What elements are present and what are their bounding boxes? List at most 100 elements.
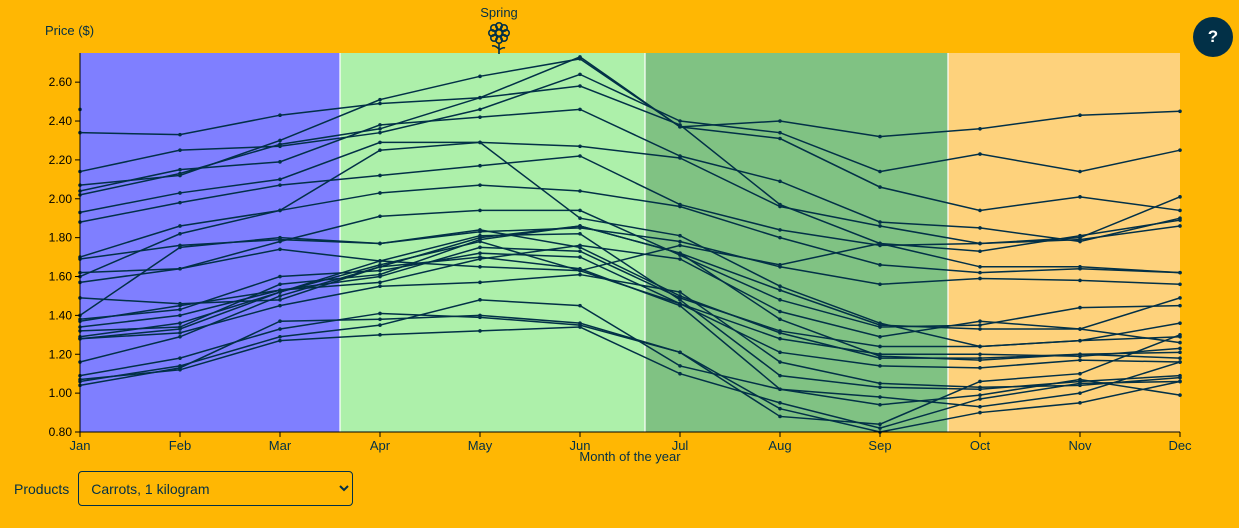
data-point[interactable] <box>678 123 682 127</box>
data-point[interactable] <box>178 313 182 318</box>
data-point[interactable] <box>278 319 282 324</box>
data-point[interactable] <box>878 220 882 224</box>
data-point[interactable] <box>578 266 582 271</box>
data-point[interactable] <box>778 336 782 341</box>
data-point[interactable] <box>578 325 582 329</box>
data-point[interactable] <box>278 138 282 143</box>
data-point[interactable] <box>478 183 482 187</box>
data-point[interactable] <box>878 224 882 228</box>
data-point[interactable] <box>278 208 282 213</box>
data-point[interactable] <box>378 148 382 152</box>
series-line[interactable] <box>79 242 1181 284</box>
data-point[interactable] <box>378 97 382 102</box>
data-point[interactable] <box>878 385 882 390</box>
data-point[interactable] <box>578 107 582 112</box>
data-point[interactable] <box>278 298 282 302</box>
data-point[interactable] <box>1178 195 1182 199</box>
data-point[interactable] <box>1078 195 1082 199</box>
data-point[interactable] <box>478 245 482 250</box>
data-point[interactable] <box>378 280 382 285</box>
data-point[interactable] <box>1178 148 1182 152</box>
data-point[interactable] <box>778 204 782 209</box>
data-point[interactable] <box>278 142 282 147</box>
series-line[interactable] <box>79 273 1181 389</box>
data-point[interactable] <box>578 84 582 88</box>
series-line[interactable] <box>79 314 1181 425</box>
data-point[interactable] <box>178 356 182 360</box>
series-line[interactable] <box>79 252 1181 357</box>
data-point[interactable] <box>978 397 982 401</box>
data-point[interactable] <box>1078 391 1082 395</box>
data-point[interactable] <box>778 360 782 364</box>
data-point[interactable] <box>278 282 282 287</box>
data-point[interactable] <box>1078 278 1082 283</box>
data-point[interactable] <box>578 208 582 213</box>
data-point[interactable] <box>978 127 982 131</box>
data-point[interactable] <box>978 226 982 230</box>
data-point[interactable] <box>378 101 382 106</box>
data-point[interactable] <box>578 243 582 248</box>
data-point[interactable] <box>878 185 882 189</box>
data-point[interactable] <box>878 263 882 267</box>
data-point[interactable] <box>778 414 782 419</box>
data-point[interactable] <box>978 379 982 384</box>
data-point[interactable] <box>778 350 782 355</box>
data-point[interactable] <box>478 251 482 255</box>
data-point[interactable] <box>678 303 682 308</box>
data-point[interactable] <box>678 243 682 248</box>
data-point[interactable] <box>878 323 882 327</box>
data-point[interactable] <box>1178 321 1182 325</box>
data-point[interactable] <box>578 154 582 158</box>
data-point[interactable] <box>578 72 582 77</box>
data-point[interactable] <box>678 364 682 368</box>
data-point[interactable] <box>678 233 682 238</box>
data-point[interactable] <box>278 303 282 308</box>
data-point[interactable] <box>278 338 282 343</box>
series-line[interactable] <box>79 225 1181 361</box>
data-point[interactable] <box>378 264 382 269</box>
data-point[interactable] <box>278 239 282 244</box>
data-point[interactable] <box>1178 356 1182 360</box>
data-point[interactable] <box>478 239 482 244</box>
data-point[interactable] <box>778 329 782 333</box>
data-point[interactable] <box>678 257 682 261</box>
data-point[interactable] <box>278 183 282 187</box>
data-point[interactable] <box>1078 381 1082 386</box>
data-point[interactable] <box>378 317 382 322</box>
data-point[interactable] <box>878 395 882 399</box>
data-point[interactable] <box>1178 296 1182 300</box>
series-line[interactable] <box>79 85 1181 253</box>
data-point[interactable] <box>178 132 182 137</box>
data-point[interactable] <box>478 228 482 232</box>
data-point[interactable] <box>378 311 382 316</box>
data-point[interactable] <box>178 334 182 339</box>
product-select[interactable]: Carrots, 1 kilogram <box>78 471 354 506</box>
data-point[interactable] <box>778 263 782 267</box>
data-point[interactable] <box>778 284 782 289</box>
data-point[interactable] <box>578 255 582 259</box>
data-point[interactable] <box>1178 218 1182 222</box>
data-point[interactable] <box>978 358 982 362</box>
data-point[interactable] <box>978 393 982 397</box>
series-line[interactable] <box>79 184 1181 274</box>
data-point[interactable] <box>178 331 182 335</box>
data-point[interactable] <box>978 276 982 281</box>
data-point[interactable] <box>1178 282 1182 287</box>
data-point[interactable] <box>278 235 282 240</box>
data-point[interactable] <box>178 364 182 368</box>
series-line[interactable] <box>79 58 1181 212</box>
data-point[interactable] <box>978 323 982 327</box>
series-line[interactable] <box>79 155 1181 247</box>
data-point[interactable] <box>178 148 182 152</box>
data-point[interactable] <box>778 228 782 232</box>
data-point[interactable] <box>578 272 582 277</box>
data-point[interactable] <box>478 163 482 168</box>
data-point[interactable] <box>978 327 982 331</box>
data-point[interactable] <box>978 319 982 324</box>
data-point[interactable] <box>478 107 482 112</box>
data-point[interactable] <box>878 344 882 349</box>
data-point[interactable] <box>578 57 582 61</box>
data-point[interactable] <box>1178 379 1182 384</box>
data-point[interactable] <box>878 169 882 174</box>
data-point[interactable] <box>878 134 882 139</box>
